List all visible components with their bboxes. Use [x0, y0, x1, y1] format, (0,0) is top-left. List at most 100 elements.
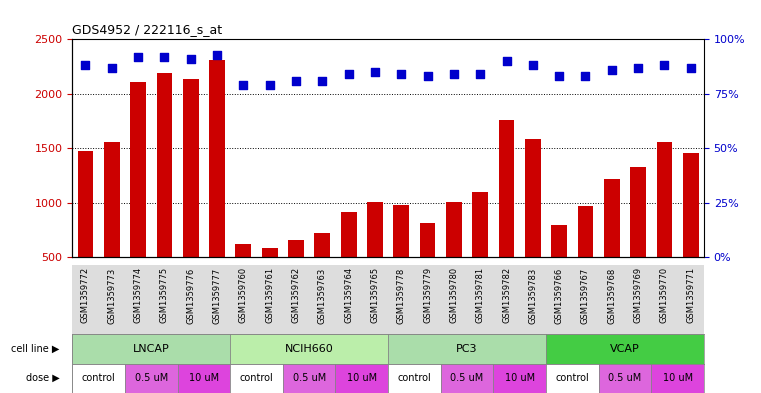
Bar — [130, 82, 146, 312]
Bar — [231, 364, 283, 393]
Point — [579, 73, 591, 79]
Bar — [336, 364, 388, 393]
Text: dose ▶: dose ▶ — [26, 373, 59, 383]
Point — [553, 73, 565, 79]
Text: 0.5 uM: 0.5 uM — [292, 373, 326, 383]
Point — [106, 64, 118, 71]
Bar — [209, 60, 225, 312]
Text: GSM1359772: GSM1359772 — [81, 267, 90, 323]
Text: control: control — [240, 373, 273, 383]
Text: 10 uM: 10 uM — [663, 373, 693, 383]
Point — [158, 53, 170, 60]
Bar — [683, 153, 699, 312]
Point — [132, 53, 144, 60]
Point — [447, 71, 460, 77]
Point — [685, 64, 697, 71]
Bar — [283, 364, 336, 393]
Bar — [78, 151, 94, 312]
Text: 0.5 uM: 0.5 uM — [608, 373, 642, 383]
Bar — [72, 334, 231, 364]
Text: VCAP: VCAP — [610, 344, 640, 354]
Text: GSM1359783: GSM1359783 — [528, 267, 537, 323]
Point — [527, 62, 539, 69]
Point — [211, 51, 223, 58]
Text: GSM1359777: GSM1359777 — [212, 267, 221, 323]
Bar — [546, 334, 704, 364]
Text: GSM1359767: GSM1359767 — [581, 267, 590, 323]
Point — [606, 67, 618, 73]
Point — [290, 77, 302, 84]
Point — [317, 77, 329, 84]
Point — [237, 82, 250, 88]
Point — [395, 71, 407, 77]
Point — [79, 62, 91, 69]
Text: GSM1359773: GSM1359773 — [107, 267, 116, 323]
Bar — [183, 79, 199, 312]
Text: cell line ▶: cell line ▶ — [11, 344, 59, 354]
Bar — [473, 192, 488, 312]
Text: GSM1359781: GSM1359781 — [476, 267, 485, 323]
Bar — [651, 364, 704, 393]
Text: GSM1359780: GSM1359780 — [450, 267, 458, 323]
Point — [185, 56, 197, 62]
Text: GSM1359764: GSM1359764 — [344, 267, 353, 323]
Bar — [288, 240, 304, 312]
Bar — [551, 225, 567, 312]
Bar — [420, 222, 435, 312]
Bar — [604, 179, 619, 312]
Bar — [498, 120, 514, 312]
Bar — [393, 205, 409, 312]
Text: control: control — [397, 373, 431, 383]
Bar — [341, 211, 356, 312]
Text: control: control — [556, 373, 589, 383]
Point — [632, 64, 645, 71]
Text: 10 uM: 10 uM — [189, 373, 219, 383]
Text: GSM1359774: GSM1359774 — [134, 267, 142, 323]
Text: 10 uM: 10 uM — [347, 373, 377, 383]
Point — [342, 71, 355, 77]
Bar — [525, 139, 541, 312]
Point — [474, 71, 486, 77]
Text: PC3: PC3 — [457, 344, 478, 354]
Bar — [157, 73, 172, 312]
Text: GSM1359761: GSM1359761 — [265, 267, 274, 323]
Text: GSM1359760: GSM1359760 — [239, 267, 248, 323]
Bar — [72, 364, 125, 393]
Bar — [578, 206, 594, 312]
Text: GSM1359769: GSM1359769 — [634, 267, 642, 323]
Text: GSM1359768: GSM1359768 — [607, 267, 616, 323]
Text: LNCAP: LNCAP — [133, 344, 170, 354]
Bar — [657, 142, 673, 312]
Text: GSM1359779: GSM1359779 — [423, 267, 432, 323]
Text: GDS4952 / 222116_s_at: GDS4952 / 222116_s_at — [72, 23, 222, 36]
Bar — [388, 334, 546, 364]
Text: 0.5 uM: 0.5 uM — [135, 373, 168, 383]
Text: GSM1359763: GSM1359763 — [318, 267, 326, 323]
Text: GSM1359771: GSM1359771 — [686, 267, 696, 323]
Text: GSM1359766: GSM1359766 — [555, 267, 564, 323]
Bar — [231, 334, 388, 364]
Text: GSM1359762: GSM1359762 — [291, 267, 301, 323]
Bar — [546, 364, 599, 393]
Point — [263, 82, 275, 88]
Bar — [262, 248, 278, 312]
Bar — [493, 364, 546, 393]
Text: 10 uM: 10 uM — [505, 373, 535, 383]
Bar — [367, 202, 383, 312]
Text: GSM1359776: GSM1359776 — [186, 267, 196, 323]
Bar — [630, 167, 646, 312]
Text: control: control — [81, 373, 116, 383]
Bar — [235, 244, 251, 312]
Bar — [599, 364, 651, 393]
Point — [369, 69, 381, 75]
Bar — [446, 202, 462, 312]
Text: GSM1359765: GSM1359765 — [371, 267, 380, 323]
Text: GSM1359778: GSM1359778 — [396, 267, 406, 323]
Text: NCIH660: NCIH660 — [285, 344, 333, 354]
Bar — [177, 364, 230, 393]
Point — [501, 58, 513, 64]
Bar — [314, 233, 330, 312]
Text: 0.5 uM: 0.5 uM — [451, 373, 484, 383]
Point — [422, 73, 434, 79]
Text: GSM1359770: GSM1359770 — [660, 267, 669, 323]
